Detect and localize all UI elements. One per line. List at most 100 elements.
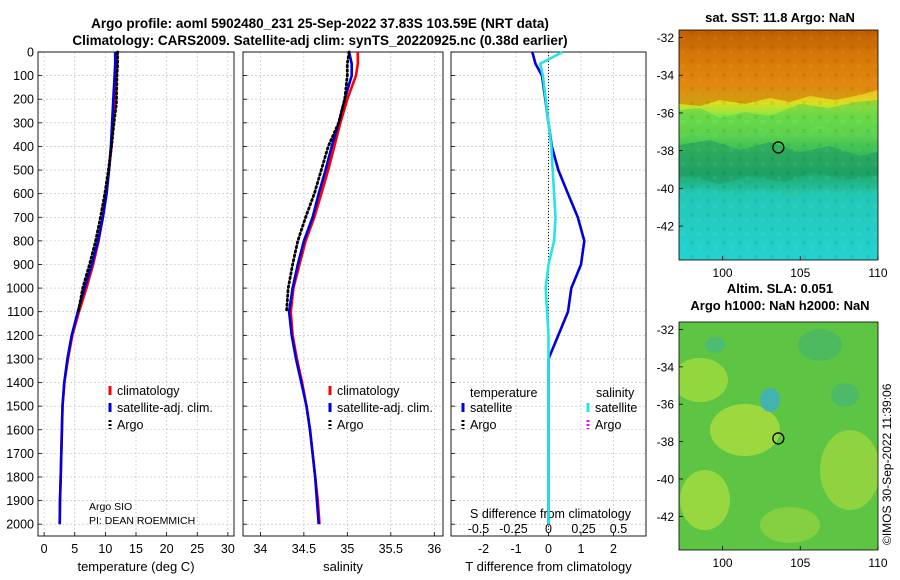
x-axis-label: T difference from climatology — [465, 559, 632, 574]
s-axis-tick-label: 0.5 — [610, 522, 627, 536]
sla-map-lon-label: 100 — [713, 556, 733, 570]
legend-label: Argo — [117, 418, 143, 432]
sst-map-lat-label: -32 — [657, 31, 675, 45]
sla-map-lat-label: -34 — [657, 360, 675, 374]
y-tick-label: 1100 — [7, 305, 34, 319]
sst-map-argo-marker — [772, 141, 785, 154]
map-axes: -32 -34 -36 -38 -40 -42 100 105 110 -32 -34 -36 -38 -… — [657, 31, 888, 570]
x-tick-label: 2 — [610, 542, 617, 556]
legend-title-salinity: salinity — [596, 386, 635, 400]
x-tick-label: 0 — [545, 542, 552, 556]
argo-info-line2: PI: DEAN ROEMMICH — [89, 515, 195, 527]
legend-label-salinity: satellite — [595, 401, 637, 415]
s-axis-label: S difference from climatology — [470, 507, 632, 521]
x-tick-label: -1 — [510, 542, 521, 556]
sla-map-frame — [678, 321, 879, 551]
y-tick-label: 1500 — [6, 400, 34, 414]
y-tick-label: 1200 — [6, 329, 34, 343]
y-tick-label: 900 — [13, 258, 34, 272]
series-satellite-adj-clim- — [58, 52, 117, 525]
profile-panel-3: -2 -1 0 1 2 T difference from climatology S di… — [450, 50, 647, 574]
y-tick-label: 300 — [13, 116, 34, 130]
x-tick-label: 20 — [160, 542, 174, 556]
sla-map-lat-label: -40 — [657, 472, 675, 486]
argo-info: Argo SIO PI: DEAN ROEMMICH — [89, 501, 195, 527]
y-tick-label: 1800 — [6, 470, 34, 484]
figure-title-line2: Climatology: CARS2009. Satellite-adj cli… — [72, 33, 568, 48]
sla-map-lat-label: -38 — [657, 435, 675, 449]
sst-map-lat-label: -38 — [657, 144, 675, 158]
y-tick-label: 400 — [13, 140, 34, 154]
y-tick-label: 2000 — [6, 518, 34, 532]
sla-map-lat-label: -32 — [657, 323, 675, 337]
y-tick-label: 200 — [13, 93, 34, 107]
x-tick-label: 35 — [340, 542, 354, 556]
legend-label: climatology — [117, 384, 180, 398]
s-axis-tick-label: 0 — [545, 522, 552, 536]
series-argo — [77, 50, 119, 314]
x-tick-label: 35.5 — [379, 542, 403, 556]
argo-info-line1: Argo SIO — [89, 501, 132, 513]
sst-map-lat-label: -34 — [657, 69, 675, 83]
legend-label-temperature: satellite — [470, 401, 512, 415]
y-tick-label: 1700 — [6, 447, 34, 461]
y-tick-label: 500 — [13, 164, 34, 178]
legend-label: satellite-adj. clim. — [337, 401, 433, 415]
figure-title-line1: Argo profile: aoml 5902480_231 25-Sep-20… — [91, 16, 549, 31]
x-tick-label: 34 — [253, 542, 267, 556]
sst-map-lat-label: -40 — [657, 182, 675, 196]
x-tick-label: 5 — [71, 542, 78, 556]
y-tick-label: 1900 — [6, 494, 34, 508]
sla-map-lon-label: 105 — [790, 556, 810, 570]
x-tick-label: 15 — [129, 542, 143, 556]
y-tick-label: 100 — [13, 69, 34, 83]
sla-map-title-line2: Argo h1000: NaN h2000: NaN — [690, 298, 870, 313]
x-tick-label: 0 — [41, 542, 48, 556]
y-tick-label: 600 — [13, 187, 34, 201]
s-axis-tick-label: 0.25 — [571, 522, 595, 536]
sst-map-lat-label: -42 — [657, 220, 675, 234]
sla-map-lat-label: -36 — [657, 398, 675, 412]
sla-map-title-line1: Altim. SLA: 0.051 — [726, 281, 834, 296]
panel-frame — [242, 51, 444, 537]
x-tick-label: 34.5 — [292, 542, 316, 556]
sla-map[interactable] — [672, 322, 880, 550]
sst-map-lon-label: 100 — [713, 266, 733, 280]
sst-map-lat-label: -36 — [657, 106, 675, 120]
sla-map-lon-label: 110 — [868, 556, 887, 570]
legend-label: Argo — [337, 418, 363, 432]
s-axis-tick-label: -0.25 — [499, 522, 528, 536]
x-axis-label: salinity — [323, 559, 363, 574]
profile-panel-1: 0 5 10 15 20 25 30 temperature (deg C) 0 100 200 30… — [6, 46, 235, 575]
legend-label: climatology — [337, 384, 400, 398]
sst-map-title: sat. SST: 11.8 Argo: NaN — [705, 10, 855, 25]
series-argo — [285, 50, 351, 314]
legend-label-salinity: Argo — [595, 418, 621, 432]
series-climatology — [58, 52, 119, 525]
sst-map-lon-label: 105 — [790, 266, 810, 280]
x-axis-label: temperature (deg C) — [77, 559, 194, 574]
y-tick-label: 1400 — [6, 376, 34, 390]
y-tick-label: 1300 — [6, 352, 34, 366]
x-tick-label: -2 — [478, 542, 489, 556]
y-tick-label: 1000 — [6, 282, 34, 296]
legend-label: satellite-adj. clim. — [117, 401, 213, 415]
sst-map-frame — [678, 29, 879, 261]
s-axis-tick-label: -0.5 — [468, 522, 490, 536]
x-tick-label: 30 — [221, 542, 235, 556]
legend-label-temperature: Argo — [470, 418, 496, 432]
sst-map-lon-label: 110 — [868, 266, 887, 280]
y-tick-label: 0 — [27, 46, 34, 60]
y-tick-label: 700 — [13, 211, 34, 225]
y-tick-label: 800 — [13, 234, 34, 248]
sst-map[interactable] — [679, 30, 878, 260]
sla-map-argo-marker — [772, 432, 785, 445]
x-tick-label: 1 — [578, 542, 585, 556]
legend-title-temperature: temperature — [470, 386, 537, 400]
y-tick-label: 1600 — [6, 423, 34, 437]
x-tick-label: 25 — [190, 542, 204, 556]
series-salinity-satellite — [538, 50, 564, 525]
profile-panel-2: 34 34.5 35 35.5 36 salinity climatology satelli… — [242, 50, 444, 574]
